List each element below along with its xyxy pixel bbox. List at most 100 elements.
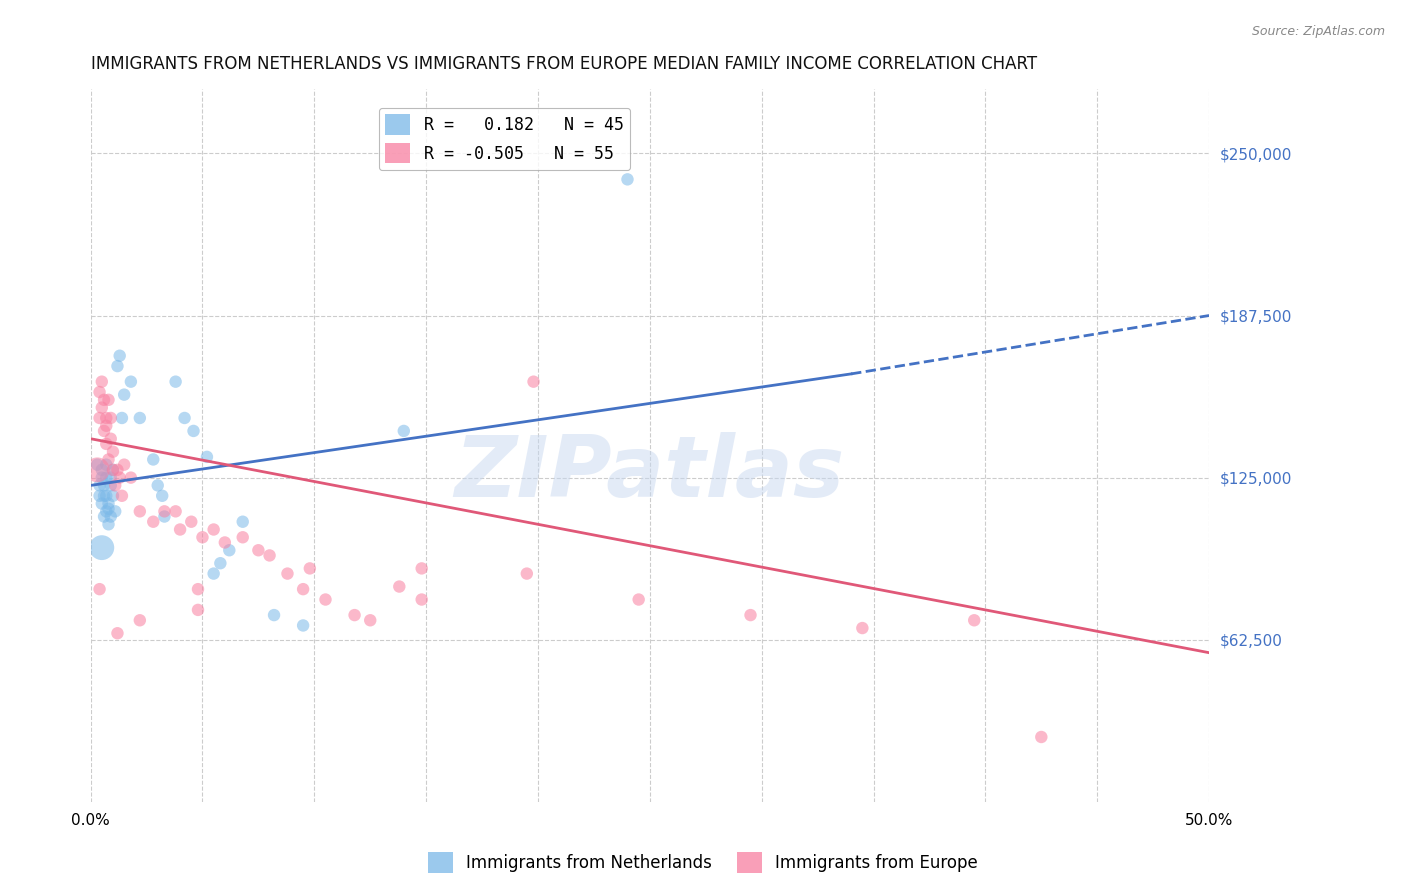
Point bbox=[298, 561, 321, 575]
Point bbox=[93, 509, 115, 524]
Point bbox=[128, 504, 150, 518]
Point bbox=[209, 556, 232, 570]
Point bbox=[169, 523, 191, 537]
Point bbox=[616, 172, 638, 186]
Point bbox=[516, 566, 538, 581]
Point bbox=[93, 489, 115, 503]
Point bbox=[96, 470, 118, 484]
Legend: Immigrants from Netherlands, Immigrants from Europe: Immigrants from Netherlands, Immigrants … bbox=[422, 846, 984, 880]
Point bbox=[202, 523, 225, 537]
Point bbox=[343, 608, 366, 623]
Point bbox=[165, 504, 187, 518]
Point bbox=[101, 463, 124, 477]
Point bbox=[100, 470, 122, 484]
Point bbox=[100, 509, 122, 524]
Point bbox=[411, 592, 433, 607]
Text: Source: ZipAtlas.com: Source: ZipAtlas.com bbox=[1251, 25, 1385, 38]
Point bbox=[108, 470, 131, 484]
Point bbox=[150, 489, 173, 503]
Point bbox=[101, 489, 124, 503]
Point bbox=[89, 489, 111, 503]
Point bbox=[111, 489, 134, 503]
Point bbox=[104, 504, 127, 518]
Point bbox=[232, 530, 254, 544]
Point bbox=[97, 452, 120, 467]
Point bbox=[153, 504, 176, 518]
Point bbox=[90, 375, 112, 389]
Point bbox=[740, 608, 762, 623]
Point bbox=[86, 458, 108, 472]
Point bbox=[187, 603, 209, 617]
Point bbox=[202, 566, 225, 581]
Point bbox=[112, 387, 135, 401]
Point bbox=[107, 359, 129, 373]
Point bbox=[522, 375, 544, 389]
Point bbox=[180, 515, 202, 529]
Point bbox=[111, 411, 134, 425]
Point bbox=[191, 530, 214, 544]
Point bbox=[89, 411, 111, 425]
Point bbox=[146, 478, 169, 492]
Point bbox=[411, 561, 433, 575]
Text: IMMIGRANTS FROM NETHERLANDS VS IMMIGRANTS FROM EUROPE MEDIAN FAMILY INCOME CORRE: IMMIGRANTS FROM NETHERLANDS VS IMMIGRANT… bbox=[90, 55, 1036, 73]
Point bbox=[97, 517, 120, 532]
Point bbox=[96, 489, 118, 503]
Point bbox=[93, 392, 115, 407]
Point bbox=[263, 608, 285, 623]
Point bbox=[100, 411, 122, 425]
Point bbox=[232, 515, 254, 529]
Point bbox=[142, 452, 165, 467]
Point bbox=[100, 478, 122, 492]
Point bbox=[90, 463, 112, 477]
Point bbox=[89, 582, 111, 596]
Point bbox=[388, 580, 411, 594]
Point bbox=[96, 411, 118, 425]
Point bbox=[90, 497, 112, 511]
Point bbox=[101, 444, 124, 458]
Point bbox=[247, 543, 270, 558]
Point bbox=[100, 432, 122, 446]
Point bbox=[120, 470, 142, 484]
Point bbox=[1031, 730, 1053, 744]
Point bbox=[195, 450, 218, 464]
Point bbox=[153, 509, 176, 524]
Point bbox=[90, 470, 112, 484]
Point bbox=[101, 463, 124, 477]
Point bbox=[315, 592, 337, 607]
Point bbox=[96, 437, 118, 451]
Point bbox=[359, 613, 381, 627]
Point bbox=[112, 458, 135, 472]
Point bbox=[97, 392, 120, 407]
Point bbox=[93, 478, 115, 492]
Point bbox=[107, 626, 129, 640]
Text: ZIPatlas: ZIPatlas bbox=[454, 433, 845, 516]
Point bbox=[107, 463, 129, 477]
Point bbox=[96, 418, 118, 433]
Point bbox=[128, 613, 150, 627]
Point bbox=[173, 411, 195, 425]
Legend: R =   0.182   N = 45, R = -0.505   N = 55: R = 0.182 N = 45, R = -0.505 N = 55 bbox=[378, 108, 630, 170]
Point bbox=[89, 478, 111, 492]
Point bbox=[187, 582, 209, 596]
Point bbox=[963, 613, 986, 627]
Point bbox=[97, 497, 120, 511]
Point bbox=[851, 621, 873, 635]
Point bbox=[128, 411, 150, 425]
Point bbox=[142, 515, 165, 529]
Point bbox=[108, 349, 131, 363]
Point bbox=[93, 424, 115, 438]
Point bbox=[90, 541, 112, 555]
Point bbox=[96, 504, 118, 518]
Point bbox=[96, 458, 118, 472]
Point bbox=[276, 566, 298, 581]
Point bbox=[627, 592, 650, 607]
Point bbox=[259, 549, 281, 563]
Point bbox=[89, 385, 111, 400]
Point bbox=[292, 582, 315, 596]
Point bbox=[97, 501, 120, 516]
Point bbox=[165, 375, 187, 389]
Point bbox=[183, 424, 205, 438]
Point bbox=[218, 543, 240, 558]
Point bbox=[104, 478, 127, 492]
Point bbox=[392, 424, 415, 438]
